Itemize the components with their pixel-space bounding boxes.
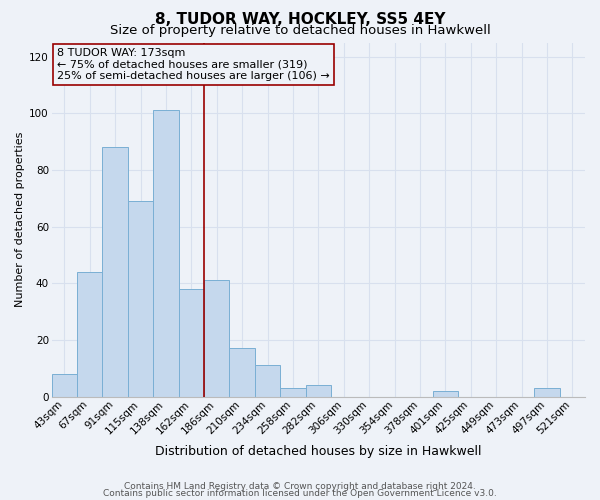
Bar (52, 374, 77, 396)
Text: Size of property relative to detached houses in Hawkwell: Size of property relative to detached ho… (110, 24, 490, 37)
Bar (204, 280, 229, 396)
Bar (305, 385, 331, 396)
Bar (534, 388, 560, 396)
Bar (433, 391, 458, 396)
Y-axis label: Number of detached properties: Number of detached properties (15, 132, 25, 307)
Text: Contains public sector information licensed under the Open Government Licence v3: Contains public sector information licen… (103, 489, 497, 498)
Bar (128, 201, 153, 396)
Text: 8, TUDOR WAY, HOCKLEY, SS5 4EY: 8, TUDOR WAY, HOCKLEY, SS5 4EY (155, 12, 445, 28)
Bar (229, 348, 255, 397)
Bar (77, 272, 103, 396)
Bar (280, 388, 305, 396)
Bar (255, 366, 280, 396)
Text: 8 TUDOR WAY: 173sqm
← 75% of detached houses are smaller (319)
25% of semi-detac: 8 TUDOR WAY: 173sqm ← 75% of detached ho… (57, 48, 330, 81)
X-axis label: Distribution of detached houses by size in Hawkwell: Distribution of detached houses by size … (155, 444, 482, 458)
Bar (179, 289, 204, 397)
Text: Contains HM Land Registry data © Crown copyright and database right 2024.: Contains HM Land Registry data © Crown c… (124, 482, 476, 491)
Bar (103, 148, 128, 396)
Bar (153, 110, 179, 397)
